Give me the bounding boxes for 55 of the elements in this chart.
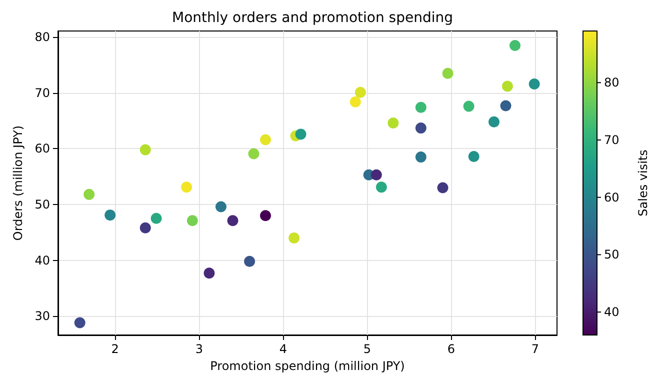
point [248,148,260,160]
chart-title: Monthly orders and promotion spending [172,10,453,26]
point [415,122,426,134]
point [388,118,399,129]
point [288,232,300,244]
y-axis-title: Orders (million JPY) [10,125,25,241]
point [502,80,513,92]
point [500,100,512,112]
color-bar-label: 50 [604,248,620,262]
point [260,210,271,222]
point [463,100,474,112]
point [181,182,192,193]
color-bar-label: 80 [604,76,620,90]
x-tick-label: 7 [531,342,539,356]
point [442,68,454,79]
point [354,86,366,98]
y-tick-label: 50 [34,197,50,212]
point [204,268,215,279]
point [104,210,116,221]
point [227,215,238,226]
point [376,182,387,193]
point [84,188,95,200]
x-tick-label: 4 [279,342,287,356]
y-tick-label: 80 [34,30,50,44]
point [186,215,198,226]
point [295,128,306,140]
point [140,222,151,234]
point [488,116,500,128]
point [215,201,226,212]
color-bar-label: 70 [604,132,620,147]
x-tick-label: 2 [111,342,119,356]
point [150,212,162,224]
y-tick-label: 30 [34,309,50,324]
y-tick-label: 70 [34,86,50,100]
point [244,256,256,267]
x-tick-label: 5 [363,342,371,356]
x-axis-title: Promotion spending (million JPY) [210,358,405,373]
color-bar-title: Sales visits [636,150,650,216]
point [370,169,382,180]
point [437,182,448,194]
point [510,40,520,51]
point [350,96,361,108]
point [415,152,426,163]
y-tick-label: 60 [34,142,50,156]
point [528,78,540,90]
y-tick-label: 40 [34,253,50,268]
point [74,317,86,328]
x-tick-label: 6 [447,342,455,356]
x-tick-label: 3 [195,342,203,356]
point [260,134,271,146]
point [140,144,151,156]
point [468,151,480,162]
color-bar-label: 60 [604,190,620,204]
point [415,102,426,113]
color-bar-label: 40 [604,305,620,320]
